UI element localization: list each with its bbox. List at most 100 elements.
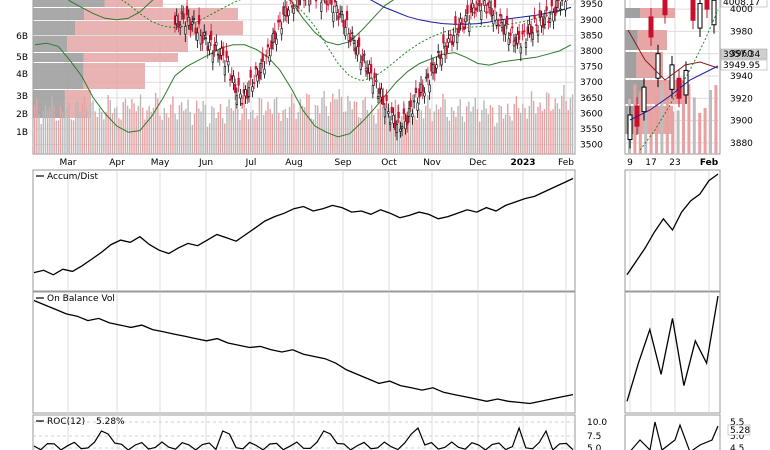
candle-body xyxy=(411,113,414,117)
roc-y-tick-label: 5.0 xyxy=(587,444,602,450)
volume-bar xyxy=(496,122,498,154)
candle-body xyxy=(325,0,328,5)
accum-dist-line xyxy=(33,177,574,276)
inset-y-tick-label: 3900 xyxy=(730,117,753,127)
volume-bar xyxy=(254,118,256,154)
volume-bar xyxy=(137,105,140,154)
volume-bar xyxy=(113,108,116,154)
volume-bar xyxy=(215,118,217,154)
candle-body xyxy=(210,30,213,41)
candle-body xyxy=(444,45,447,56)
candle-body xyxy=(473,11,476,14)
roc-inset-y-tick-label: 5.5 xyxy=(730,418,744,428)
candle-body xyxy=(354,47,357,55)
candle-body xyxy=(363,53,366,56)
candle-body xyxy=(504,25,507,35)
volume-bar xyxy=(85,108,88,154)
volume-bar xyxy=(349,100,351,154)
candle-body xyxy=(485,11,488,14)
candle-body xyxy=(351,32,354,35)
axis-labels: 3500 3550 3600 3650 3700 3750 3800 3850 3900 3950… xyxy=(16,0,753,450)
candle-body xyxy=(244,89,247,97)
candle-body xyxy=(452,35,455,43)
volume-bar xyxy=(433,111,435,154)
volume-bar xyxy=(420,110,423,154)
volume-bar xyxy=(399,120,401,154)
volume-bar xyxy=(561,95,563,154)
volume-bar xyxy=(537,106,539,154)
volume-bar xyxy=(247,119,250,154)
candle-body xyxy=(185,5,189,16)
x-tick-label: Feb xyxy=(558,158,574,168)
candle-body xyxy=(462,26,466,30)
volume-bar xyxy=(250,111,252,154)
volume-bar xyxy=(416,119,418,154)
volume-bar xyxy=(36,98,38,154)
volume-bar xyxy=(49,107,51,154)
candle-body xyxy=(197,15,201,25)
inset-candle-body xyxy=(704,0,710,10)
candle-body xyxy=(478,0,481,7)
volume-bar xyxy=(144,119,146,154)
candle-body xyxy=(540,16,543,26)
inset-candle-body xyxy=(627,114,633,141)
volume-bar xyxy=(481,109,483,154)
volume-tick-label: 2B xyxy=(16,110,28,120)
candle-body xyxy=(514,37,517,46)
roc-value-label: 5.28% xyxy=(96,417,125,427)
candle-body xyxy=(222,46,225,56)
volume-bar xyxy=(57,120,60,154)
candle-body xyxy=(545,6,548,11)
inset-x-tick-label: 9 xyxy=(627,158,633,168)
price-label: 4008.17 xyxy=(723,0,760,8)
volume-bar xyxy=(431,121,433,154)
candle-body xyxy=(368,64,371,73)
price-label-box xyxy=(720,59,768,71)
volume-bar xyxy=(470,111,472,154)
candle-body xyxy=(216,53,220,56)
inset-volume-bar xyxy=(671,111,675,154)
volume-bar xyxy=(258,97,261,154)
volume-bar xyxy=(446,116,448,154)
x-tick-label: Jul xyxy=(245,158,257,168)
price-y-tick-label: 3950 xyxy=(580,0,603,10)
inset-volume-bar xyxy=(692,97,696,154)
candle-body xyxy=(466,5,469,14)
volume-bar xyxy=(107,94,109,154)
x-tick-label: Oct xyxy=(381,158,397,168)
inset-volume-bar xyxy=(687,84,691,154)
inset-vbp-down-bar xyxy=(637,30,667,50)
candle-body xyxy=(543,17,547,25)
inset-volume-bar xyxy=(638,91,642,154)
candle-body xyxy=(564,1,567,11)
volume-bar xyxy=(314,104,317,154)
volume-bar xyxy=(450,107,453,154)
candle-body xyxy=(239,93,242,99)
moving-average-line xyxy=(369,0,572,25)
volume-bar xyxy=(485,108,487,154)
candle-body xyxy=(509,32,512,36)
inset-ma-red-line xyxy=(627,29,719,81)
volume-bar xyxy=(301,105,304,154)
volume-bar xyxy=(297,112,299,154)
candle-body xyxy=(237,77,240,86)
candle-body xyxy=(561,0,564,2)
volume-bar xyxy=(455,116,457,154)
candle-body xyxy=(327,3,330,6)
candle-body xyxy=(518,31,521,40)
candle-body xyxy=(364,67,368,72)
volume-bar xyxy=(170,104,172,154)
roc-panel xyxy=(32,414,576,450)
price-y-tick-label: 3850 xyxy=(580,31,603,41)
candle-body xyxy=(550,0,553,7)
inset-candle-body xyxy=(690,0,696,21)
candle-body xyxy=(253,82,256,84)
volume-bar xyxy=(422,118,425,154)
volume-bar xyxy=(340,96,343,154)
candle-body xyxy=(471,2,474,9)
price-label: 3957.34 xyxy=(723,50,760,60)
volume-bar xyxy=(94,111,96,154)
candle-body xyxy=(251,86,254,92)
candle-body xyxy=(340,10,343,16)
